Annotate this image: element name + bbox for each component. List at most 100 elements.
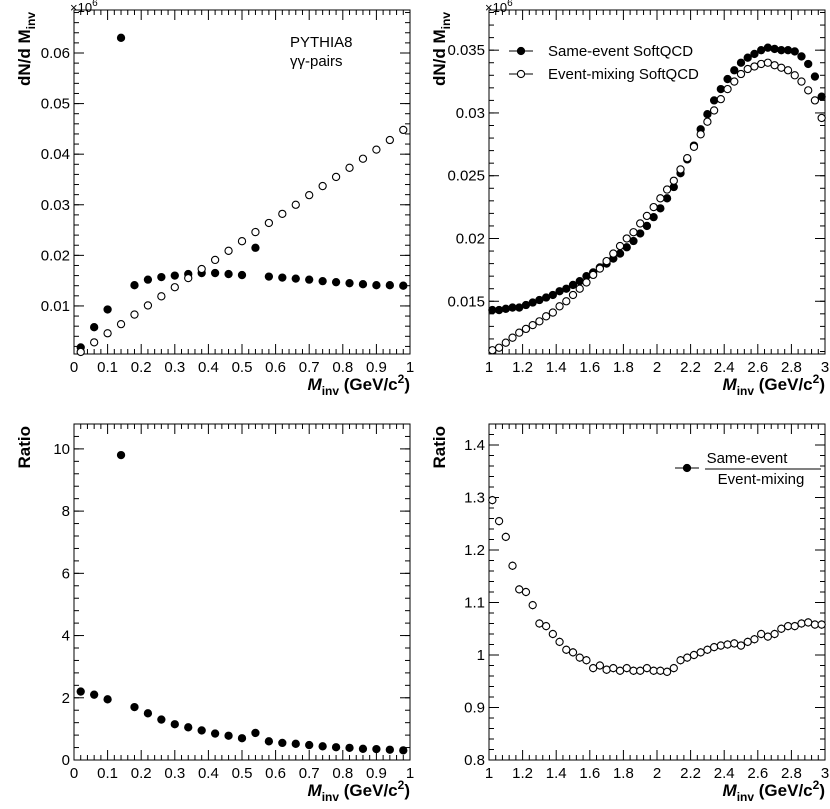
axis-multiplier-base: ×10: [485, 0, 507, 15]
data-point: [770, 61, 779, 70]
x-axis-title: Minv (GeV/c2): [308, 372, 410, 398]
y-tick-label: 0.035: [447, 42, 485, 59]
data-point: [90, 338, 99, 347]
data-point: [251, 728, 260, 738]
data-point: [595, 264, 605, 273]
data-point: [130, 310, 139, 319]
data-point: [170, 720, 179, 729]
annotation-line: PYTHIA8: [290, 34, 353, 51]
data-point: [170, 283, 179, 292]
data-point: [130, 702, 139, 712]
data-point: [555, 302, 564, 311]
legend-marker: [516, 46, 526, 56]
data-point: [488, 305, 497, 315]
panel-bottom-left: 0 0.1 0.2 0.3 0.4 0.5 0.6 0.7 0.8 0.9 10246810Minv…: [15, 423, 414, 804]
data-point: [582, 656, 591, 665]
data-point: [810, 96, 820, 105]
data-point: [622, 234, 631, 243]
data-point: [669, 663, 678, 673]
data-point: [224, 269, 233, 279]
data-point: [629, 666, 638, 675]
y-axis-title-main: Ratio: [430, 426, 449, 469]
data-point: [528, 298, 537, 307]
data-point: [541, 293, 551, 302]
data-point: [515, 303, 524, 312]
data-point: [642, 663, 652, 673]
series-event-mixing-softqcd: [488, 58, 826, 355]
x-tick-label: 0.5: [232, 765, 253, 782]
data-point: [723, 84, 732, 94]
y-axis-title-main: dN/d M: [15, 29, 34, 86]
data-point: [804, 86, 813, 95]
data-point: [264, 272, 274, 281]
x-axis-title-sub: inv: [322, 790, 340, 804]
data-point: [305, 191, 314, 200]
x-tick-label: 0: [70, 765, 78, 782]
x-axis-title-main: M: [308, 375, 323, 394]
data-point: [743, 64, 752, 74]
data-point: [656, 194, 665, 203]
x-tick-label: 1: [485, 359, 493, 376]
x-tick-label: 0.6: [265, 359, 286, 376]
y-axis-title-sub: inv: [24, 12, 38, 30]
x-tick-label: 0.2: [131, 359, 152, 376]
data-point: [541, 312, 551, 321]
panel-top-left: 0 0.1 0.2 0.3 0.4 0.5 0.6 0.7 0.8 0.9 1 0.01 0.02 0.0…: [15, 0, 414, 398]
axis-multiplier-exp: 6: [507, 0, 513, 9]
plot-frame: [73, 423, 411, 761]
y-tick-label: 0.015: [447, 293, 485, 310]
x-tick-label: 0.7: [299, 765, 320, 782]
x-axis-title-unit-end: ): [404, 375, 410, 394]
y-tick-label: 1: [477, 647, 485, 664]
data-point: [291, 200, 300, 209]
data-point: [723, 640, 732, 649]
series-event-mixing-softqcd: [76, 125, 408, 357]
data-point: [508, 333, 517, 342]
x-axis-title-unit-end: ): [819, 375, 825, 394]
annotation-line: γγ-pairs: [290, 53, 343, 70]
data-point: [318, 181, 327, 191]
data-point: [709, 106, 719, 115]
data-point: [358, 154, 368, 163]
x-tick-label: 0.4: [198, 359, 219, 376]
series-same-event-softqcd: [76, 33, 408, 352]
data-point: [488, 495, 497, 505]
x-tick-label: 0.2: [131, 765, 152, 782]
data-point: [750, 635, 759, 644]
series-same-event-softqcd: [488, 43, 826, 315]
data-point: [589, 270, 598, 280]
x-tick-label: 1: [406, 359, 414, 376]
y-tick-label: 10: [53, 441, 70, 458]
x-tick-label: 0.1: [97, 765, 118, 782]
x-tick-label: 3: [821, 765, 829, 782]
data-point: [385, 281, 394, 290]
data-point: [757, 629, 766, 639]
data-point: [575, 653, 584, 662]
axis-multiplier: ×106: [485, 0, 513, 15]
y-tick-label: 2: [62, 690, 70, 707]
x-axis-title-unit: (GeV/c: [754, 375, 813, 394]
data-point: [622, 243, 631, 252]
data-point: [76, 687, 85, 696]
x-tick-label: 1.2: [512, 359, 533, 376]
x-tick-label: 0.1: [97, 359, 118, 376]
y-axis-title: dN/d Minv: [15, 12, 38, 86]
data-point: [736, 69, 746, 79]
data-point: [703, 117, 712, 126]
data-point: [797, 619, 806, 628]
data-point: [197, 264, 206, 274]
data-point: [372, 744, 381, 754]
y-tick-label: 0.05: [41, 96, 70, 113]
x-tick-label: 1.2: [512, 765, 533, 782]
data-point: [642, 221, 652, 231]
data-point: [575, 284, 584, 293]
data-point: [291, 274, 300, 283]
data-point: [636, 229, 645, 238]
data-point: [615, 249, 625, 258]
data-point: [649, 213, 658, 222]
data-point: [763, 632, 773, 641]
data-point: [790, 47, 799, 56]
data-point: [508, 303, 517, 312]
data-point: [662, 194, 672, 203]
data-point: [358, 744, 368, 753]
